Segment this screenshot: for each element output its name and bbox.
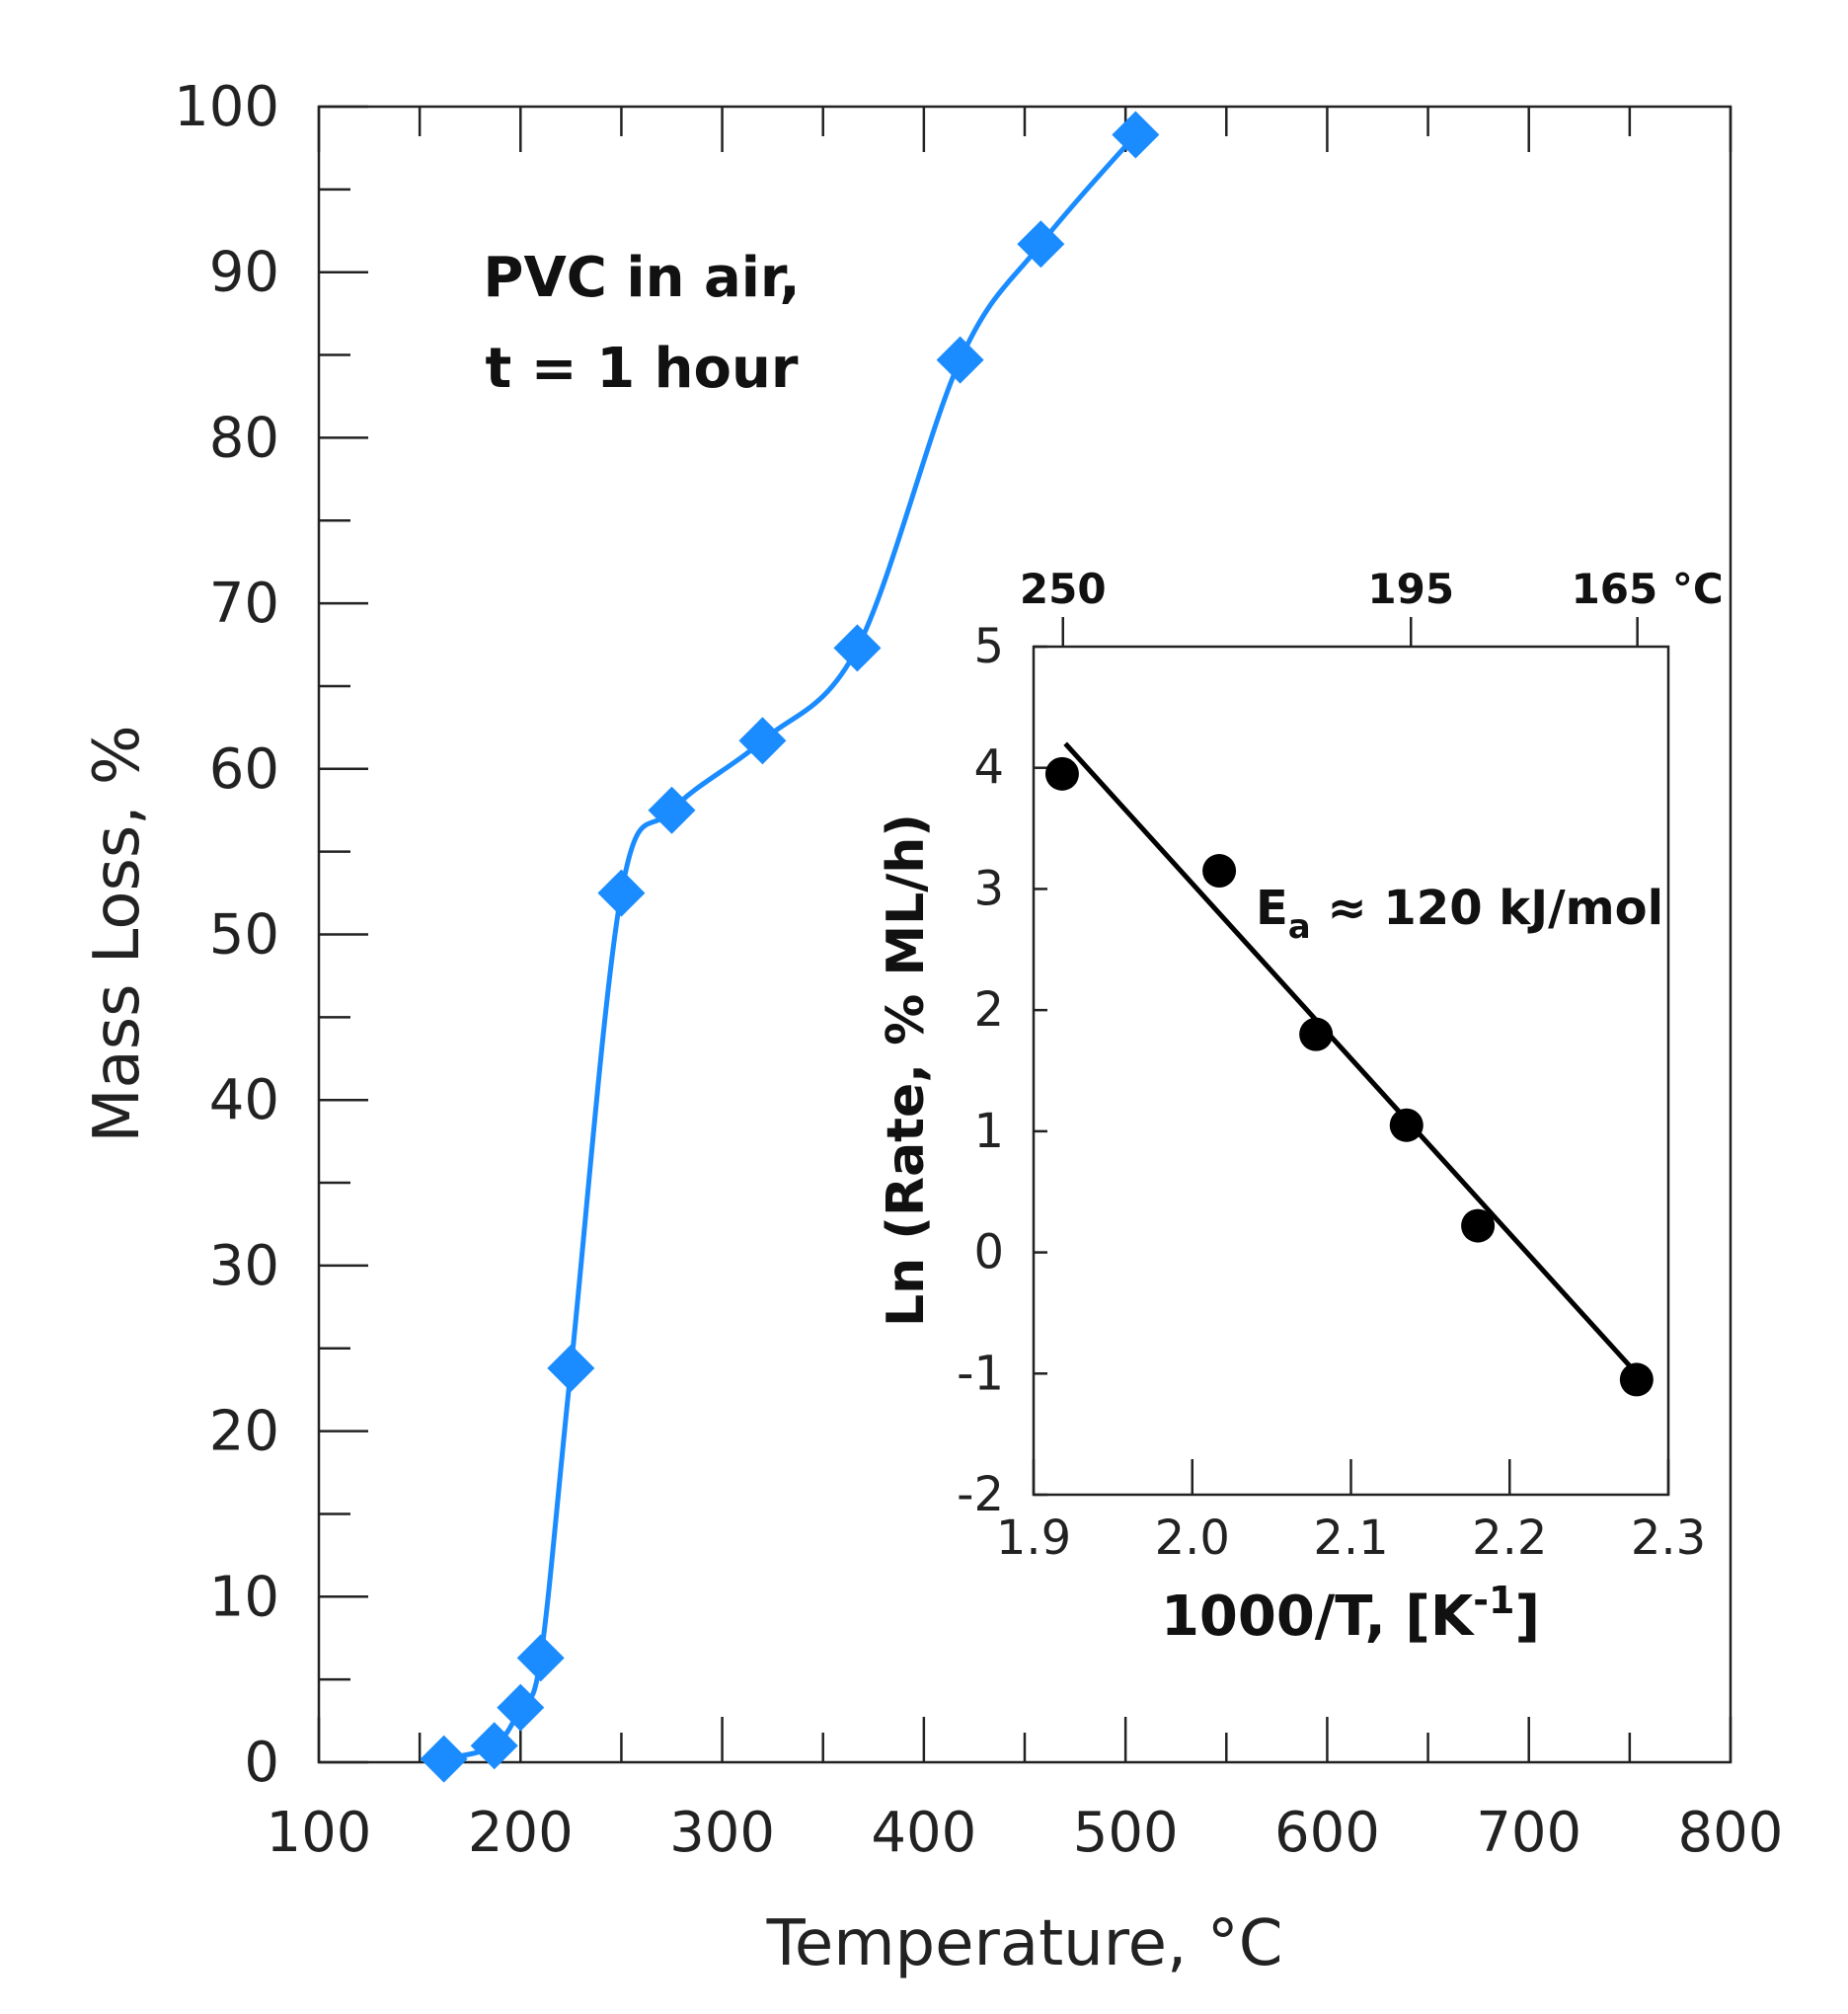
main-x-tick-label: 300 xyxy=(669,1801,775,1865)
inset-y-tick-label: 4 xyxy=(973,740,1004,796)
inset-plot-background xyxy=(1034,647,1668,1495)
inset-x-tick-label: 1.9 xyxy=(996,1510,1071,1566)
inset-x-tick-label: 2.2 xyxy=(1472,1510,1547,1566)
main-y-tick-label: 40 xyxy=(209,1068,279,1132)
main-y-tick-label: 30 xyxy=(209,1234,279,1298)
main-data-point xyxy=(1017,220,1065,269)
main-data-point xyxy=(497,1683,545,1732)
inset-fit-line xyxy=(1063,741,1639,1375)
main-data-point xyxy=(470,1722,518,1770)
inset-x-axis-title-sup: -1 xyxy=(1473,1579,1514,1622)
inset-ticks xyxy=(1032,617,1670,1497)
inset-top-axis-labels: 250 195 165 °C xyxy=(1020,565,1724,613)
inset-annotation-rest: ≈ 120 kJ/mol xyxy=(1311,881,1663,936)
inset-x-tick-label: 2.3 xyxy=(1631,1510,1706,1566)
main-x-tick-label: 200 xyxy=(468,1801,574,1865)
inset-annotation: Ea ≈ 120 kJ/mol xyxy=(1256,881,1663,947)
main-x-tick-label: 400 xyxy=(871,1801,976,1865)
main-y-tick-label: 20 xyxy=(209,1400,279,1464)
main-y-tick-label: 10 xyxy=(209,1565,279,1629)
main-x-tick-label: 700 xyxy=(1476,1801,1581,1865)
main-y-tick-label: 0 xyxy=(244,1731,279,1795)
inset-y-tick-label: 0 xyxy=(973,1225,1004,1280)
inset-data-point xyxy=(1044,756,1079,791)
inset-y-tick-label: 3 xyxy=(973,861,1004,916)
main-y-tick-label: 90 xyxy=(209,241,279,305)
inset-data-point xyxy=(1389,1108,1424,1142)
inset-x-tick-labels: 1.9 2.0 2.1 2.2 2.3 xyxy=(996,1510,1706,1566)
inset-top-tick-label: 250 xyxy=(1020,565,1107,613)
main-data-point xyxy=(648,786,696,834)
inset-data-point xyxy=(1202,854,1237,889)
inset-annotation-e: E xyxy=(1256,881,1288,936)
inset-data-point xyxy=(1619,1362,1654,1397)
main-x-tick-label: 600 xyxy=(1274,1801,1380,1865)
inset-y-tick-label: -1 xyxy=(957,1346,1004,1401)
main-y-tick-label: 50 xyxy=(209,903,279,968)
main-y-tick-label: 80 xyxy=(209,406,279,470)
main-x-tick-labels: 100 200 300 400 500 600 700 800 xyxy=(267,1801,1784,1865)
main-y-tick-label: 100 xyxy=(174,75,279,139)
main-chart: 100 200 300 400 500 600 700 800 010203040506070… xyxy=(81,75,1783,1980)
main-y-tick-labels: 0 10 20 30 40 50 60 70 80 90 100 xyxy=(174,75,279,1795)
inset-y-tick-label: 1 xyxy=(973,1104,1004,1159)
main-annotation-line1: PVC in air, xyxy=(483,246,800,310)
inset-x-tick-label: 2.0 xyxy=(1155,1510,1230,1566)
main-data-point xyxy=(516,1634,565,1682)
inset-y-axis-title: Ln (Rate, % ML/h) xyxy=(877,813,936,1327)
inset-data-point xyxy=(1299,1017,1334,1051)
main-y-tick-label: 60 xyxy=(209,737,279,802)
inset-y-tick-label: -2 xyxy=(957,1467,1004,1522)
main-y-tick-label: 70 xyxy=(209,572,279,636)
main-data-point xyxy=(1112,111,1160,159)
inset-y-tick-label: 2 xyxy=(973,982,1004,1038)
main-data-point xyxy=(833,624,882,672)
inset-y-tick-labels: -2 -1 0 1 2 3 4 5 xyxy=(957,619,1004,1522)
inset-x-axis-title-main: 1000/T, [K xyxy=(1161,1585,1476,1649)
inset-x-axis-title-end: ] xyxy=(1514,1585,1540,1649)
inset-y-tick-label: 5 xyxy=(973,619,1004,674)
main-data-point xyxy=(547,1344,595,1392)
main-x-axis-title: Temperature, °C xyxy=(766,1907,1283,1980)
inset-top-tick-label: 165 °C xyxy=(1572,565,1724,613)
main-x-tick-label: 800 xyxy=(1678,1801,1784,1865)
inset-x-axis-title: 1000/T, [K-1] xyxy=(1161,1579,1540,1649)
main-data-point xyxy=(420,1735,468,1783)
main-data-point xyxy=(936,336,984,384)
inset-x-tick-label: 2.1 xyxy=(1313,1510,1388,1566)
main-data-point xyxy=(597,869,646,917)
main-y-axis-title: Mass Loss, % xyxy=(81,725,154,1142)
main-markers xyxy=(420,111,1160,1783)
main-x-tick-label: 500 xyxy=(1073,1801,1179,1865)
main-data-point xyxy=(738,717,787,765)
inset-annotation-sub: a xyxy=(1288,907,1311,947)
inset-data-point xyxy=(1461,1208,1496,1243)
inset-top-tick-label: 195 xyxy=(1367,565,1454,613)
main-x-tick-label: 100 xyxy=(267,1801,372,1865)
main-annotation-line2: t = 1 hour xyxy=(486,337,799,401)
inset-markers xyxy=(1044,756,1654,1397)
